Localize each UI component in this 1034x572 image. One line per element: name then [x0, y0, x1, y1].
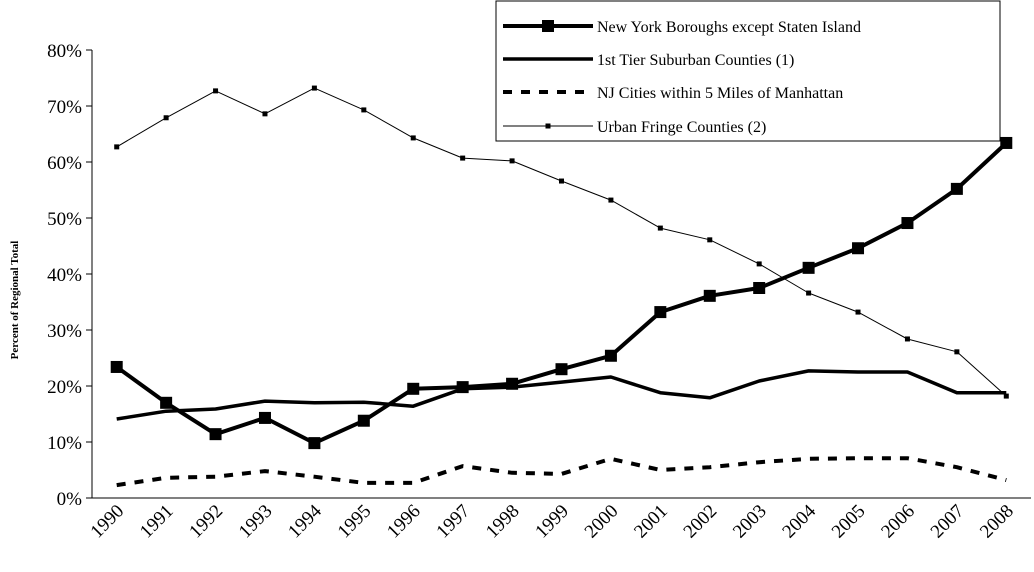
point-marker — [110, 360, 123, 373]
point-marker — [311, 85, 317, 91]
point-marker — [1000, 136, 1013, 149]
point-marker — [407, 382, 420, 395]
point-marker — [657, 225, 663, 231]
point-marker — [559, 178, 564, 184]
y-tick-label: 30% — [47, 321, 82, 342]
point-marker — [806, 290, 812, 296]
legend-label: Urban Fringe Counties (2) — [597, 119, 766, 136]
x-tick-label: 1997 — [432, 501, 474, 543]
point-marker — [209, 428, 222, 441]
y-tick-label: 50% — [47, 209, 82, 230]
point-marker — [509, 158, 515, 164]
y-tick-label: 20% — [47, 377, 82, 398]
point-marker — [954, 349, 960, 355]
point-marker — [604, 349, 617, 362]
x-tick-label: 2001 — [630, 501, 672, 543]
point-marker — [163, 115, 169, 121]
series-line — [116, 369, 1007, 421]
point-marker — [756, 261, 762, 267]
point-marker — [308, 437, 321, 450]
point-marker — [950, 182, 963, 195]
y-tick-label: 40% — [47, 265, 82, 286]
point-marker — [357, 414, 370, 427]
y-tick-label: 0% — [57, 489, 83, 510]
point-marker — [855, 309, 861, 315]
point-marker — [114, 144, 120, 150]
legend-label: NJ Cities within 5 Miles of Manhattan — [597, 85, 843, 102]
point-marker — [703, 289, 716, 302]
x-tick-label: 1996 — [383, 501, 425, 543]
x-tick-label: 1991 — [136, 501, 178, 543]
x-tick-label: 2005 — [828, 501, 870, 543]
x-tick-label: 1998 — [482, 501, 524, 543]
x-tick-label: 1990 — [87, 501, 129, 543]
x-tick-label: 2006 — [877, 501, 919, 543]
legend-label: 1st Tier Suburban Counties (1) — [597, 52, 794, 69]
point-marker — [555, 363, 568, 376]
point-marker — [802, 261, 815, 274]
y-tick-label: 80% — [47, 41, 82, 62]
legend-label: New York Boroughs except Staten Island — [597, 19, 861, 36]
point-marker — [213, 88, 219, 94]
x-tick-label: 1999 — [531, 501, 573, 543]
y-tick-label: 10% — [47, 433, 82, 454]
point-marker — [258, 411, 271, 424]
point-marker — [410, 135, 416, 141]
x-tick-label: 2002 — [680, 501, 722, 543]
series-line — [115, 141, 1008, 446]
point-marker — [901, 217, 914, 230]
point-marker — [361, 107, 367, 113]
legend-marker — [542, 20, 554, 32]
x-tick-label: 1993 — [235, 501, 277, 543]
x-tick-label: 2000 — [581, 501, 623, 543]
series-line — [116, 456, 1007, 488]
point-marker — [753, 282, 766, 294]
point-marker — [852, 242, 865, 255]
x-tick-label: 1992 — [185, 501, 227, 543]
x-tick-label: 1995 — [334, 501, 376, 543]
y-axis-label: Percent of Regional Total — [9, 241, 21, 360]
point-marker — [460, 155, 466, 161]
x-tick-label: 2003 — [729, 501, 771, 543]
point-marker — [904, 336, 910, 342]
y-tick-label: 70% — [47, 97, 82, 118]
point-marker — [707, 237, 713, 243]
x-tick-label: 2008 — [976, 501, 1018, 543]
x-tick-label: 2004 — [778, 500, 820, 542]
point-marker — [654, 306, 667, 319]
x-tick-label: 1994 — [284, 500, 326, 542]
point-marker — [1003, 393, 1009, 399]
point-marker — [160, 396, 173, 409]
x-tick-label: 2007 — [927, 501, 969, 543]
y-tick-label: 60% — [47, 153, 82, 174]
point-marker — [262, 111, 268, 117]
legend-marker — [545, 123, 551, 129]
point-marker — [608, 197, 614, 203]
